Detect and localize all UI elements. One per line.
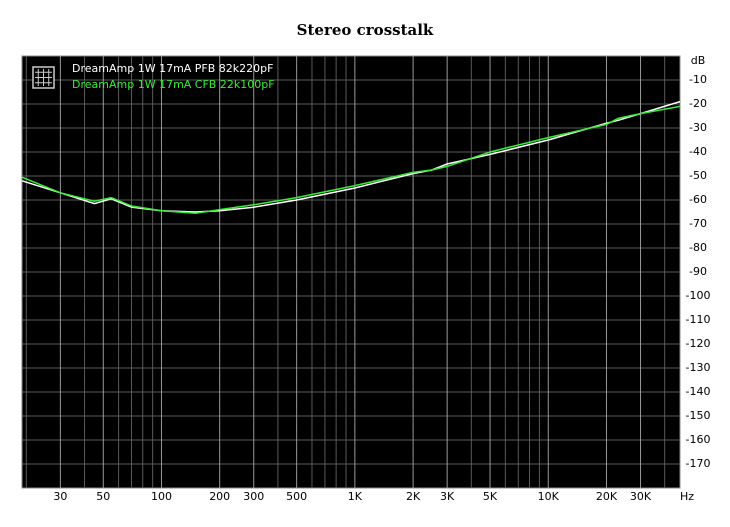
x-tick-label: 20K — [596, 490, 618, 503]
y-tick-label: -80 — [689, 241, 707, 254]
y-tick-label: -20 — [689, 97, 707, 110]
x-tick-label: 30K — [630, 490, 652, 503]
y-tick-label: dB — [691, 54, 706, 67]
y-tick-label: -110 — [686, 313, 711, 326]
x-tick-label: 3K — [440, 490, 455, 503]
chart-title: Stereo crosstalk — [297, 21, 434, 39]
x-tick-label: 50 — [96, 490, 110, 503]
x-tick-label: 30 — [53, 490, 67, 503]
x-tick-label: 2K — [406, 490, 421, 503]
y-tick-label: -90 — [689, 265, 707, 278]
y-tick-label: -160 — [686, 433, 711, 446]
y-tick-label: -130 — [686, 361, 711, 374]
y-tick-label: -40 — [689, 145, 707, 158]
x-tick-label: 1K — [348, 490, 363, 503]
x-tick-label: 10K — [538, 490, 560, 503]
y-tick-label: -140 — [686, 385, 711, 398]
y-tick-label: -60 — [689, 193, 707, 206]
y-tick-label: -30 — [689, 121, 707, 134]
y-tick-label: -100 — [686, 289, 711, 302]
x-tick-label: 100 — [151, 490, 172, 503]
y-tick-label: -120 — [686, 337, 711, 350]
y-tick-label: -70 — [689, 217, 707, 230]
x-tick-label: 200 — [209, 490, 230, 503]
x-unit-label: Hz — [680, 490, 694, 503]
y-tick-label: -150 — [686, 409, 711, 422]
y-tick-label: -10 — [689, 73, 707, 86]
x-tick-label: 5K — [483, 490, 498, 503]
x-tick-label: 300 — [243, 490, 264, 503]
legend-entry: DreamAmp 1W 17mA CFB 22k100pF — [72, 78, 275, 91]
y-tick-label: -170 — [686, 457, 711, 470]
x-tick-label: 500 — [286, 490, 307, 503]
y-tick-label: -50 — [689, 169, 707, 182]
legend-entry: DreamAmp 1W 17mA PFB 82k220pF — [72, 62, 273, 75]
series-line — [21, 105, 681, 214]
